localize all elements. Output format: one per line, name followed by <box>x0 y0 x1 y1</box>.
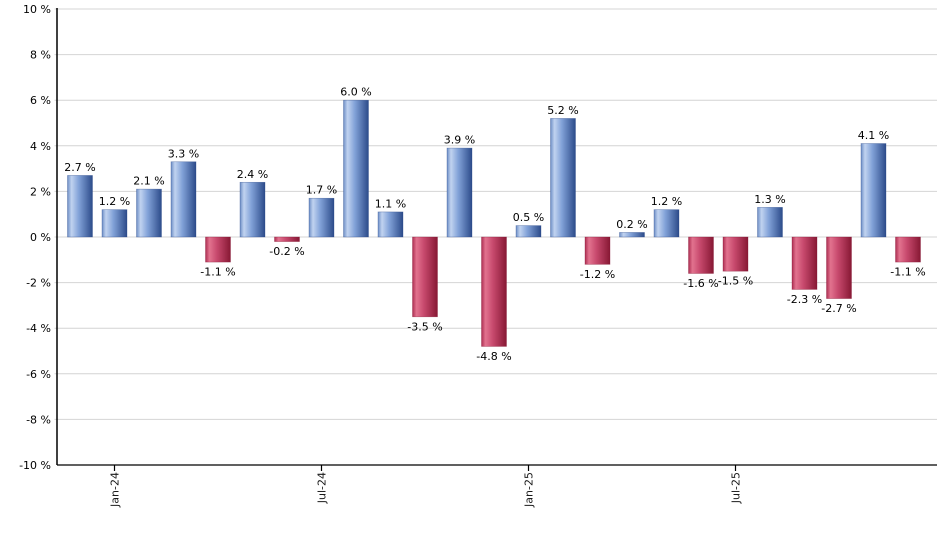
bar-May-25 <box>653 209 680 238</box>
bar-Feb-24 <box>136 188 162 238</box>
bar-value-label: 2.1 % <box>133 175 164 188</box>
bar-value-label: 1.2 % <box>99 195 130 208</box>
y-axis-tick-label: 10 % <box>23 3 51 16</box>
bar-Dec-25 <box>895 236 921 263</box>
bar-Sep-25 <box>791 236 818 290</box>
y-axis-tick-label: 8 % <box>30 49 51 62</box>
bar-value-label: -1.1 % <box>200 266 235 279</box>
bar-value-label: -3.5 % <box>407 320 442 333</box>
bar-Jul-24 <box>308 197 335 238</box>
x-axis-tick-label: Jul-24 <box>316 472 329 504</box>
bar-Oct-25 <box>826 236 852 299</box>
bar-value-label: -0.2 % <box>269 245 304 258</box>
bar-value-label: 0.2 % <box>616 218 647 231</box>
y-axis-tick-label: -10 % <box>19 459 51 472</box>
y-axis-tick-label: 4 % <box>30 140 51 153</box>
y-axis-tick-label: 6 % <box>30 94 51 107</box>
bar-value-label: -1.5 % <box>718 275 753 288</box>
bar-value-label: 3.3 % <box>168 147 199 160</box>
bar-value-label: 6.0 % <box>340 86 371 99</box>
x-axis-tick-label: Jul-25 <box>730 472 743 504</box>
bar-Dec-23 <box>67 175 93 238</box>
bar-Jun-24 <box>274 236 300 242</box>
bar-Apr-25 <box>619 232 645 238</box>
bar-Mar-25 <box>584 236 611 265</box>
bar-value-label: 3.9 % <box>444 134 475 147</box>
bar-value-label: -1.1 % <box>890 266 925 279</box>
bar-value-label: 2.4 % <box>237 168 268 181</box>
bar-Aug-25 <box>757 207 783 238</box>
bar-Feb-25 <box>550 118 576 238</box>
bar-Jan-24 <box>101 209 128 238</box>
bar-value-label: -1.2 % <box>580 268 615 281</box>
bar-value-label: -2.3 % <box>787 293 822 306</box>
bar-Nov-24 <box>446 147 473 238</box>
bar-Dec-24 <box>481 236 507 347</box>
bar-value-label: -2.7 % <box>821 302 856 315</box>
bar-value-label: 1.2 % <box>651 195 682 208</box>
y-axis-tick-label: 0 % <box>30 231 51 244</box>
bar-Aug-24 <box>343 99 369 238</box>
bar-Nov-25 <box>860 143 887 238</box>
bar-value-label: 1.1 % <box>375 197 406 210</box>
bar-value-label: -1.6 % <box>683 277 718 290</box>
bar-value-label: 4.1 % <box>858 129 889 142</box>
bar-value-label: -4.8 % <box>476 350 511 363</box>
bar-value-label: 1.7 % <box>306 184 337 197</box>
bar-Jul-25 <box>722 236 749 272</box>
y-axis-tick-label: -4 % <box>26 322 51 335</box>
bar-Sep-24 <box>377 211 404 238</box>
bar-value-label: 2.7 % <box>64 161 95 174</box>
bar-Oct-24 <box>412 236 438 318</box>
y-axis-tick-label: -6 % <box>26 368 51 381</box>
y-axis-tick-label: -2 % <box>26 277 51 290</box>
bar-value-label: 0.5 % <box>513 211 544 224</box>
bar-Jun-25 <box>688 236 714 274</box>
bar-Jan-25 <box>515 225 542 238</box>
bar-value-label: 1.3 % <box>754 193 785 206</box>
y-axis-tick-label: -8 % <box>26 413 51 426</box>
x-axis-tick-label: Jan-25 <box>523 472 536 508</box>
x-axis-tick-label: Jan-24 <box>109 472 122 508</box>
bar-Apr-24 <box>205 236 231 263</box>
bar-May-24 <box>239 181 266 238</box>
bar-value-label: 5.2 % <box>547 104 578 117</box>
bar-Mar-24 <box>170 161 197 238</box>
y-axis-tick-label: 2 % <box>30 185 51 198</box>
